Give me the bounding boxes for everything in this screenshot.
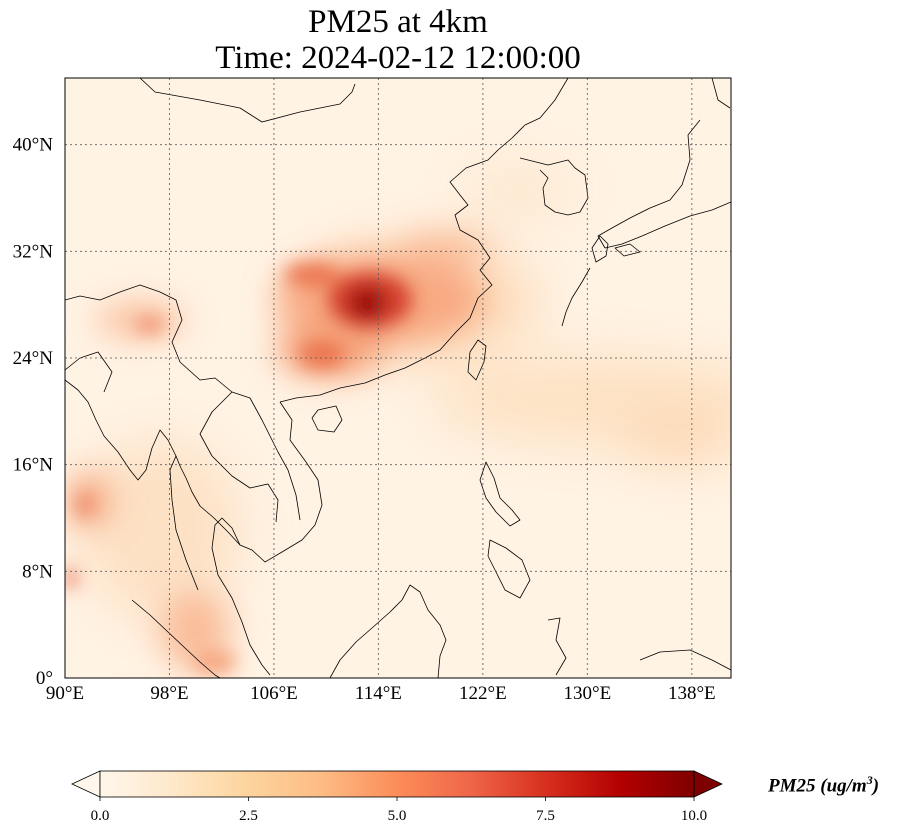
laos-vietnam-border bbox=[179, 361, 301, 521]
japan-honshu-coastline bbox=[597, 119, 731, 249]
pm25-hotspots bbox=[65, 263, 412, 674]
y-tick-label: 32°N bbox=[13, 241, 54, 262]
x-tick-label: 138°E bbox=[668, 683, 716, 704]
map-frame bbox=[64, 77, 732, 679]
y-tick-label: 24°N bbox=[13, 348, 54, 369]
title-line-variable: PM25 at 4km bbox=[308, 4, 488, 40]
colorbar-min-extension bbox=[71, 770, 101, 798]
sulawesi-coastline bbox=[547, 617, 567, 676]
y-tick-label: 16°N bbox=[13, 455, 54, 476]
y-tick-label: 8°N bbox=[22, 561, 53, 582]
pm25-field bbox=[65, 78, 731, 678]
colorbar-label: PM25 (ug/m3) bbox=[768, 773, 879, 797]
hainan-coastline bbox=[311, 405, 343, 433]
colorbar-gradient bbox=[100, 771, 694, 797]
ryukyu-islands bbox=[561, 267, 591, 327]
mongolia-border bbox=[139, 78, 356, 123]
coastlines-borders bbox=[65, 78, 731, 678]
colorbar-tick-label: 0.0 bbox=[91, 808, 110, 824]
x-tick-label: 122°E bbox=[459, 683, 507, 704]
colorbar-tick-label: 2.5 bbox=[239, 808, 258, 824]
myanmar-coast bbox=[65, 379, 177, 481]
colorbar-tick-label: 10.0 bbox=[681, 808, 707, 824]
bangladesh-border bbox=[65, 351, 113, 393]
taiwan-coastline bbox=[467, 339, 487, 381]
colorbar-tick-label: 7.5 bbox=[536, 808, 555, 824]
hokkaido-coastline bbox=[711, 78, 731, 109]
x-axis-ticks: 90°E 98°E 106°E 114°E 122°E 130°E 138°E bbox=[46, 683, 716, 704]
japan-kyushu-coastline bbox=[591, 235, 609, 263]
y-tick-label: 40°N bbox=[13, 135, 54, 156]
philippines-visayas-coastline bbox=[487, 539, 531, 599]
x-tick-label: 130°E bbox=[563, 683, 611, 704]
colorbar-max-extension bbox=[693, 770, 723, 798]
x-tick-label: 106°E bbox=[250, 683, 298, 704]
indochina-coastline bbox=[211, 401, 323, 676]
colorbar: 0.0 2.5 5.0 7.5 10.0 bbox=[71, 770, 723, 824]
korea-coastline bbox=[519, 157, 589, 216]
colorbar-ticks: 0.0 2.5 5.0 7.5 10.0 bbox=[91, 797, 707, 824]
x-tick-label: 114°E bbox=[355, 683, 402, 704]
thailand-cambodia-border bbox=[199, 391, 279, 523]
colorbar-label-prefix: PM25 (ug/m bbox=[768, 775, 867, 797]
title-line-time: Time: 2024-02-12 12:00:00 bbox=[215, 40, 581, 76]
japan-shikoku-coastline bbox=[614, 243, 641, 257]
colorbar-label-exponent: 3 bbox=[866, 773, 873, 787]
colorbar-tick-label: 5.0 bbox=[388, 808, 407, 824]
gridlines bbox=[65, 78, 731, 678]
china-coastline bbox=[279, 78, 569, 403]
sumatra-coastline bbox=[131, 599, 221, 678]
y-tick-label: 0° bbox=[36, 668, 53, 689]
india-border bbox=[65, 284, 183, 363]
x-tick-label: 90°E bbox=[46, 683, 84, 704]
new-guinea-coastline bbox=[639, 649, 731, 671]
y-axis-ticks: 0° 8°N 16°N 24°N 32°N 40°N bbox=[13, 135, 54, 689]
colorbar-label-suffix: ) bbox=[872, 775, 880, 797]
x-tick-label: 98°E bbox=[150, 683, 188, 704]
borneo-coastline bbox=[329, 584, 447, 678]
gulf-of-thailand-coast bbox=[169, 455, 241, 591]
map-title: PM25 at 4km Time: 2024-02-12 12:00:00 bbox=[65, 4, 731, 76]
